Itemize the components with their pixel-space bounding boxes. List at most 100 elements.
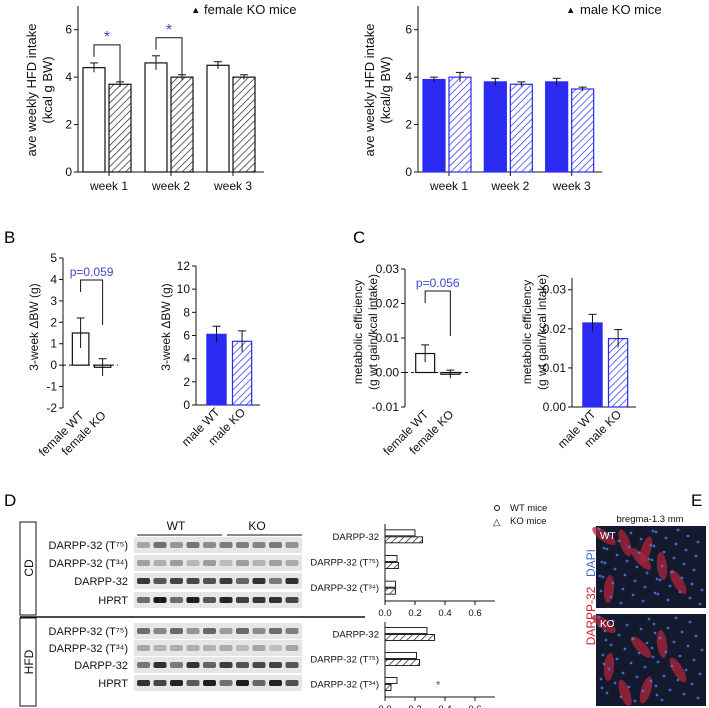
pA1-bar-1-0: [144, 62, 168, 173]
pC1-sig-bracket: [424, 290, 451, 336]
pA2-x-label-1: week 2: [490, 179, 529, 193]
pD2-x-tick-label-0: 0.0: [378, 704, 391, 708]
micrograph-stain-red: DARPP-32: [584, 586, 598, 645]
chart-c-male: metabolic efficiency (g wt gain/kcal int…: [520, 274, 636, 451]
pA1-x-label-1: week 2: [151, 179, 190, 193]
hfd-label-box: [19, 617, 37, 707]
micro-blue-0-51: [700, 588, 704, 592]
pB1-sig-label: p=0.059: [70, 265, 114, 279]
micro-blue-0-30: [627, 545, 631, 549]
blot-band-0-2-3: [186, 578, 200, 584]
chart-d-cd: 0.0 0.2 0.4 0.6 DARPP-32 DARPP-32 (T⁷⁵) DARPP-…: [310, 524, 495, 619]
micro-blue-1-52: [649, 679, 653, 683]
blot-band-1-2-9: [285, 662, 299, 668]
pB1-y-tick-label-7: 5: [50, 251, 57, 265]
blot-band-0-0-6: [236, 542, 249, 548]
micro-blue-0-7: [656, 592, 660, 596]
blot-band-0-0-2: [170, 542, 183, 548]
micro-blue-1-38: [635, 675, 639, 679]
micro-blue-0-59: [604, 532, 608, 536]
micro-blue-0-6: [603, 561, 607, 565]
chart-c-female-ylabel-2: (g wt gain/kcal intake): [366, 274, 380, 390]
micro-blue-1-27: [676, 678, 680, 682]
pC2-y-tick-label-1: 0.01: [543, 361, 567, 375]
pC2-y-tick-label-0: 0.00: [543, 400, 567, 414]
blot-band-0-3-8: [269, 597, 282, 603]
pB2-y-tick-label-5: 10: [177, 282, 191, 296]
blot-band-0-3-2: [170, 597, 183, 603]
blot-band-1-3-7: [252, 680, 266, 686]
micro-blue-0-52: [649, 543, 653, 547]
pD1-cat-label-0: DARPP-32: [333, 532, 379, 543]
panel-letter-c: C: [353, 228, 365, 247]
chart-a-female-legend-marker: ▲: [191, 5, 200, 16]
micro-blue-1-37: [686, 644, 690, 648]
pC2-bar-0: [582, 322, 603, 408]
blot-band-0-0-3: [186, 542, 200, 548]
legend-ko-marker: △: [493, 517, 501, 528]
micrograph: bregma-1.3 mm WT KO DARPP-32 DAPI: [584, 514, 706, 707]
chart-c-female-ylabel-1: metabolic efficiency: [351, 280, 365, 385]
micro-blue-0-12: [609, 595, 613, 599]
pC2-bar-1: [607, 337, 629, 408]
micro-blue-1-45: [694, 634, 698, 638]
blot-band-1-2-8: [269, 662, 282, 668]
pD1-bar-0-0: [384, 529, 416, 537]
micro-blue-1-20: [617, 633, 621, 637]
micro-blue-0-11: [660, 564, 664, 568]
blot-row-label-1-2: DARPP-32: [74, 660, 128, 672]
blot-band-0-0-4: [203, 542, 216, 548]
pB2-y-tick-label-0: 0: [183, 398, 190, 412]
micro-red-0-6: [639, 536, 653, 564]
micro-blue-0-23: [672, 556, 676, 560]
micro-blue-1-34: [631, 637, 635, 641]
cd-label: CD: [22, 559, 36, 577]
blot-band-1-1-3: [186, 645, 200, 651]
micro-blue-1-53: [598, 624, 602, 628]
pA2-y-tick-label-3: 6: [405, 23, 412, 37]
blot-band-1-1-9: [285, 645, 299, 651]
blot-band-1-0-9: [285, 628, 299, 634]
micro-blue-1-43: [692, 658, 696, 662]
blot-band-1-2-7: [252, 662, 266, 668]
blot-band-1-2-0: [137, 662, 150, 668]
pB1-y-tick-label-6: 4: [50, 272, 57, 286]
micro-blue-1-13: [662, 674, 666, 678]
blot-band-0-1-5: [219, 560, 233, 566]
blot-band-1-0-6: [236, 628, 249, 634]
pD1-bar-2-1: [384, 587, 396, 595]
panel-letter-b: B: [4, 228, 15, 247]
micro-blue-1-16: [613, 681, 617, 685]
micro-blue-1-22: [619, 695, 623, 699]
pB2-y-tick-label-2: 4: [183, 352, 190, 366]
micro-blue-0-57: [602, 546, 606, 550]
blot-strip-1-1: [134, 640, 302, 656]
blot-band-1-1-2: [170, 645, 183, 651]
pA2-y-tick-label-0: 0: [405, 165, 412, 179]
micro-blue-1-28: [625, 623, 629, 627]
legend-ko-label: KO mice: [510, 516, 546, 527]
pB1-y-tick-label-3: 1: [50, 337, 57, 351]
pD1-cat-label-2: DARPP-32 (T³⁴): [311, 583, 379, 594]
pA1-sig-bracket-0: [93, 44, 121, 83]
micro-red-1-5: [603, 653, 615, 681]
blot-band-0-2-6: [236, 578, 249, 584]
micro-red-0-3: [618, 529, 632, 557]
pA1-y-tick-label-2: 4: [65, 70, 72, 84]
pB2-y-tick-label-4: 8: [183, 305, 190, 319]
pD1-x-tick-label-1: 0.2: [408, 608, 421, 619]
pB2-y-tick-label-6: 12: [177, 259, 191, 273]
micro-blue-1-4: [601, 653, 605, 657]
blot-band-0-1-8: [269, 560, 282, 566]
blot-band-0-0-8: [269, 542, 282, 548]
blot-band-0-3-7: [252, 597, 266, 603]
micro-blue-1-6: [603, 629, 607, 633]
micro-blue-0-2: [599, 589, 603, 593]
blot-band-1-2-1: [153, 662, 167, 668]
micro-blue-1-29: [678, 654, 682, 658]
micro-blue-0-35: [684, 548, 688, 552]
micro-blue-0-29: [678, 590, 682, 594]
micro-red-1-0: [592, 614, 616, 634]
